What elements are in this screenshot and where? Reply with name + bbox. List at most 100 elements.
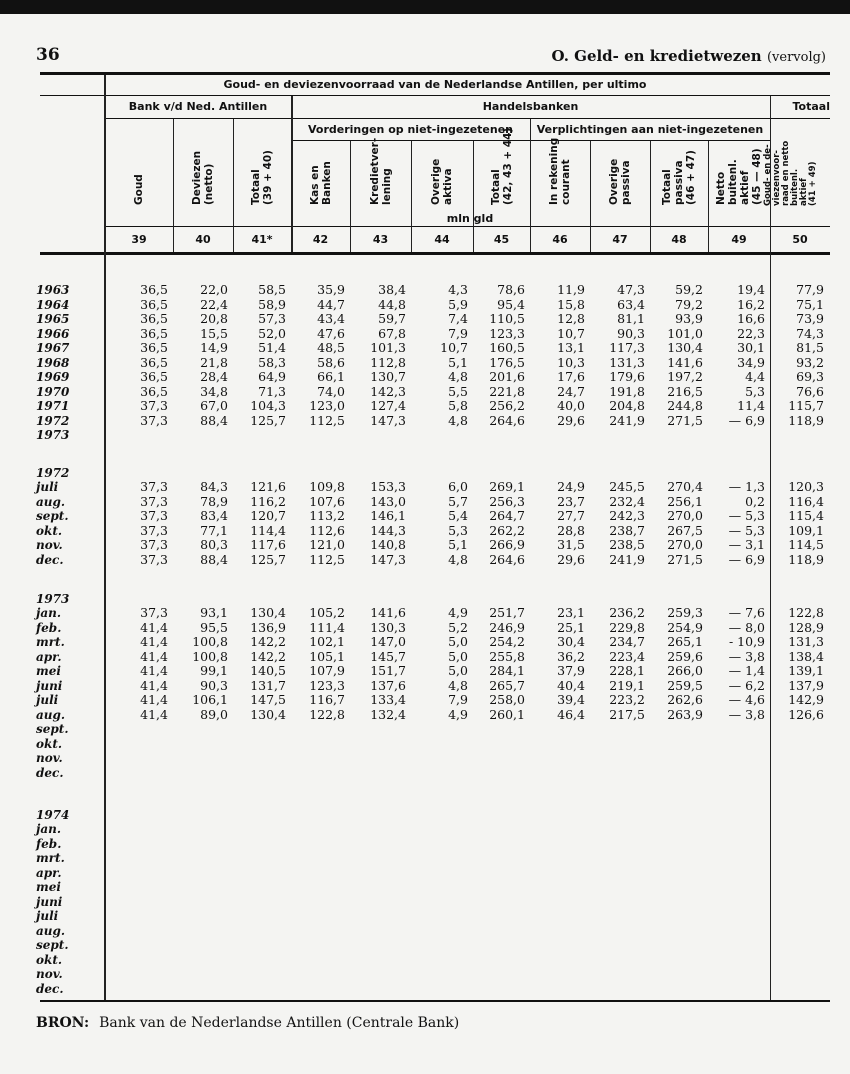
row-label: 1973 xyxy=(36,428,70,442)
row-label: sept. xyxy=(36,509,69,524)
table-cell: 16,6 xyxy=(737,311,765,326)
table-cell: 89,0 xyxy=(200,706,228,722)
table-cell: 15,5 xyxy=(200,325,228,341)
table-cell: 141,6 xyxy=(370,605,406,621)
table-row: okt. xyxy=(0,737,850,752)
table-row: mei xyxy=(0,880,850,895)
table-cell: 74,3 xyxy=(796,325,824,341)
table-cell: 147,3 xyxy=(370,551,406,567)
table-cell: 147,5 xyxy=(250,692,286,708)
section-year: 1973 xyxy=(0,592,850,607)
table-cell: 90,3 xyxy=(200,677,228,693)
table-cell: 28,4 xyxy=(200,369,228,384)
table-cell: 10,3 xyxy=(557,354,585,370)
row-label: 1970 xyxy=(36,384,70,399)
table-cell: 80,3 xyxy=(200,537,228,553)
table-cell: 7,9 xyxy=(448,692,468,708)
table-cell: 36,2 xyxy=(557,648,585,664)
table-cell: 57,3 xyxy=(258,311,286,326)
table-cell: 84,3 xyxy=(200,479,228,495)
table-cell: 93,9 xyxy=(675,311,703,326)
table-cell: 37,3 xyxy=(140,493,168,509)
table-row: 1969 36,5 28,4 64,9 66,1 130,7 4,8 201,6 17,6 179… xyxy=(0,369,850,385)
column-number: 45 xyxy=(493,233,510,246)
table-cell: 136,9 xyxy=(250,619,286,635)
table-cell: 58,5 xyxy=(258,282,286,297)
table-cell: 6,0 xyxy=(448,479,468,495)
table-cell: 4,8 xyxy=(448,369,468,384)
table-bottom-rule xyxy=(40,1000,830,1002)
table-cell: 5,4 xyxy=(448,508,468,524)
table-cell: 34,9 xyxy=(737,354,765,370)
table-cell: — 5,3 xyxy=(728,522,765,538)
table-cell: 259,6 xyxy=(667,648,703,664)
column-header: Overige passiva xyxy=(608,158,632,205)
table-cell: 265,7 xyxy=(489,677,525,693)
column-number: 50 xyxy=(792,233,808,246)
table-cell: 266,9 xyxy=(489,537,525,553)
table-cell: 77,9 xyxy=(796,282,824,297)
table-cell: 263,9 xyxy=(667,706,703,722)
group-totaal: Totaal xyxy=(792,100,830,113)
table-cell: 259,5 xyxy=(667,677,703,693)
page-number: 36 xyxy=(36,45,60,65)
row-label: nov. xyxy=(36,751,63,766)
table-cell: 204,8 xyxy=(609,398,645,413)
rule xyxy=(233,119,234,252)
table-cell: 142,3 xyxy=(370,383,406,399)
row-label: mei xyxy=(36,664,61,679)
table-cell: 107,6 xyxy=(309,493,345,509)
table-cell: 36,5 xyxy=(140,383,168,399)
table-cell: 255,8 xyxy=(489,648,525,664)
table-cell: 16,2 xyxy=(737,296,765,312)
table-cell: 4,9 xyxy=(448,605,468,621)
table-cell: 216,5 xyxy=(667,383,703,399)
table-cell: 36,5 xyxy=(140,311,168,326)
table-cell: 142,2 xyxy=(250,634,286,650)
table-row: 1971 37,3 67,0 104,3 123,0 127,4 5,8 256,2 40,0 2… xyxy=(0,398,850,414)
table-cell: 100,8 xyxy=(192,634,228,650)
table-cell: 107,9 xyxy=(309,663,345,679)
table-cell: 37,9 xyxy=(557,663,585,679)
row-label: nov. xyxy=(36,967,63,982)
table-cell: — 8,0 xyxy=(728,619,765,635)
table-cell: 122,8 xyxy=(788,605,824,621)
table-cell: 30,1 xyxy=(737,340,765,355)
row-label: mei xyxy=(36,880,61,895)
table-cell: 133,4 xyxy=(370,692,406,708)
table-cell: 10,7 xyxy=(557,325,585,341)
table-cell: 95,4 xyxy=(497,296,525,312)
table-cell: 123,3 xyxy=(309,677,345,693)
column-number: 43 xyxy=(372,233,389,246)
table-cell: 256,3 xyxy=(489,493,525,509)
table-cell: 22,4 xyxy=(200,296,228,312)
table-row: 1970 36,5 34,8 71,3 74,0 142,3 5,5 221,8 24,7 191… xyxy=(0,383,850,400)
table-cell: 223,2 xyxy=(609,692,645,708)
table-cell: — 6,9 xyxy=(728,412,765,428)
table-cell: 118,9 xyxy=(788,412,824,428)
table-cell: 58,3 xyxy=(258,354,286,370)
table-cell: 130,3 xyxy=(370,619,406,635)
table-cell: 59,2 xyxy=(675,282,703,297)
column-number: 39 xyxy=(131,233,147,246)
table-cell: 229,8 xyxy=(609,619,645,635)
table-cell: 140,5 xyxy=(250,663,286,679)
table-cell: 37,3 xyxy=(140,605,168,621)
table-cell: 118,9 xyxy=(788,551,824,567)
column-number: 46 xyxy=(552,233,568,246)
table-title: Goud- en deviezenvoorraad van de Nederla… xyxy=(223,78,647,91)
table-row: juni xyxy=(0,895,850,910)
table-cell: 100,8 xyxy=(192,648,228,664)
table-cell: — 7,6 xyxy=(728,605,765,621)
table-cell: 79,2 xyxy=(675,296,703,312)
table-cell: 271,5 xyxy=(667,412,703,428)
sub-vorderingen: Vorderingen op niet-ingezetenen xyxy=(307,123,514,136)
table-cell: 41,4 xyxy=(140,634,168,650)
row-label: apr. xyxy=(36,865,62,880)
table-cell: 40,4 xyxy=(557,677,585,693)
table-row: juli 37,3 84,3 121,6 109,8 153,3 6,0 269,1 24,9 2… xyxy=(0,480,850,495)
table-cell: 5,5 xyxy=(448,383,468,399)
table-cell: 67,8 xyxy=(378,325,406,341)
table-cell: 106,1 xyxy=(192,692,228,708)
section-title: 1974 xyxy=(36,808,70,822)
